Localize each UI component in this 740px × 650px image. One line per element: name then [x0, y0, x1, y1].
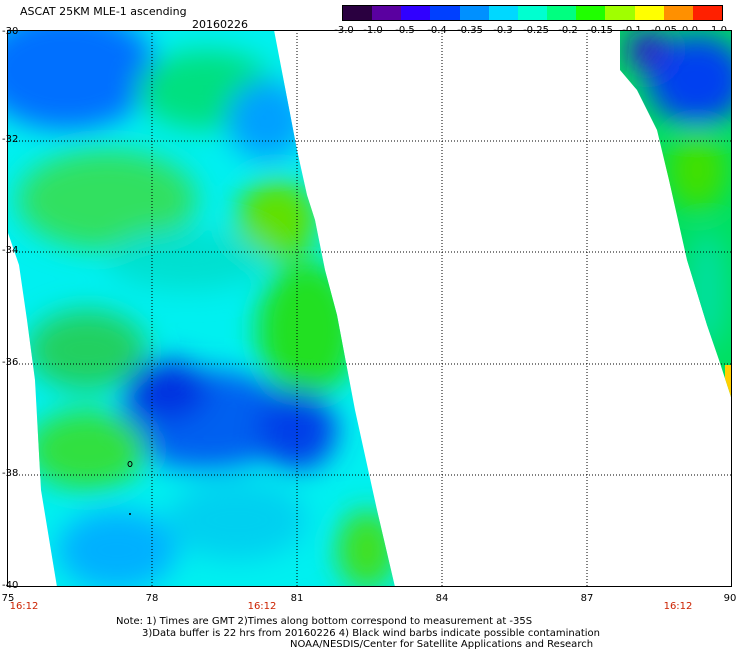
colorbar-segment	[576, 6, 606, 20]
lon-label: 75	[1, 593, 15, 604]
lon-label: 87	[580, 593, 594, 604]
wind-map	[7, 30, 732, 587]
lon-label: 90	[723, 593, 737, 604]
lat-label: -32	[2, 134, 19, 145]
lat-label: -40	[2, 580, 19, 591]
lon-label: 78	[145, 593, 159, 604]
colorbar-segment	[488, 6, 518, 20]
lat-label: -38	[2, 468, 19, 479]
note-line-2: 3)Data buffer is 22 hrs from 20160226 4)…	[142, 628, 600, 639]
left-swath	[7, 30, 395, 587]
graticule	[7, 30, 732, 587]
lat-label: -36	[2, 357, 19, 368]
map-title: ASCAT 25KM MLE-1 ascending	[20, 5, 187, 18]
lat-label: -34	[2, 245, 19, 256]
note-line-1: Note: 1) Times are GMT 2)Times along bot…	[116, 616, 533, 627]
colorbar	[342, 5, 723, 21]
colorbar-segment	[401, 6, 431, 20]
colorbar-segment	[430, 6, 460, 20]
right-swath	[620, 30, 732, 400]
colorbar-segment	[372, 6, 402, 20]
pass-time: 16:12	[663, 601, 693, 612]
island-outline	[127, 461, 133, 467]
pass-time: 16:12	[9, 601, 39, 612]
colorbar-segment	[517, 6, 548, 20]
pass-time: 16:12	[247, 601, 277, 612]
lon-label: 84	[435, 593, 449, 604]
colorbar-segment	[459, 6, 489, 20]
lat-label: -30	[2, 26, 19, 37]
colorbar-segment	[343, 6, 373, 20]
map-frame	[7, 30, 732, 587]
note-line-3: NOAA/NESDIS/Center for Satellite Applica…	[290, 639, 594, 650]
map-date: 20160226	[192, 18, 248, 31]
colorbar-segment	[547, 6, 577, 20]
island-dot	[129, 513, 131, 515]
lon-label: 81	[290, 593, 304, 604]
colorbar-segment	[663, 6, 693, 20]
colorbar-segment	[692, 6, 723, 20]
colorbar-segment	[634, 6, 664, 20]
colorbar-segment	[605, 6, 635, 20]
